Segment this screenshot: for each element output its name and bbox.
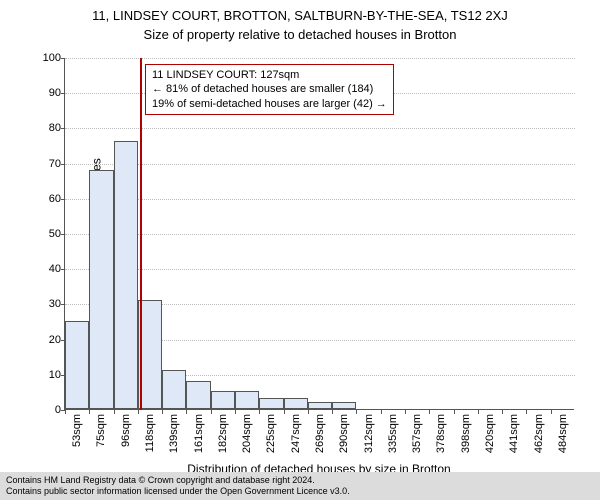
marker-line [140, 58, 142, 410]
ytick-mark [61, 234, 65, 235]
footer-line-2: Contains public sector information licen… [6, 486, 594, 497]
ytick-label: 80 [31, 122, 61, 134]
ytick-mark [61, 164, 65, 165]
ytick-mark [61, 199, 65, 200]
xtick-label: 204sqm [241, 414, 253, 453]
ytick-mark [61, 128, 65, 129]
xtick-label: 312sqm [363, 414, 375, 453]
xtick-label: 161sqm [193, 414, 205, 453]
xtick-label: 269sqm [314, 414, 326, 453]
ytick-label: 30 [31, 298, 61, 310]
xtick-mark [526, 410, 527, 414]
xtick-mark [211, 410, 212, 414]
xtick-label: 378sqm [435, 414, 447, 453]
xtick-label: 53sqm [71, 414, 83, 447]
xtick-label: 182sqm [217, 414, 229, 453]
xtick-mark [235, 410, 236, 414]
xtick-label: 75sqm [95, 414, 107, 447]
page-title: 11, LINDSEY COURT, BROTTON, SALTBURN-BY-… [0, 0, 600, 25]
ytick-mark [61, 58, 65, 59]
xtick-mark [259, 410, 260, 414]
bar [89, 170, 113, 409]
xtick-mark [502, 410, 503, 414]
page-subtitle: Size of property relative to detached ho… [0, 25, 600, 42]
info-box-line: 11 LINDSEY COURT: 127sqm [152, 68, 387, 82]
bar [211, 391, 235, 409]
chart: Number of detached properties 0102030405… [64, 58, 574, 410]
footer: Contains HM Land Registry data © Crown c… [0, 472, 600, 500]
xtick-mark [356, 410, 357, 414]
ytick-mark [61, 304, 65, 305]
xtick-label: 420sqm [484, 414, 496, 453]
ytick-mark [61, 269, 65, 270]
xtick-mark [162, 410, 163, 414]
xtick-mark [454, 410, 455, 414]
xtick-label: 139sqm [168, 414, 180, 453]
xtick-mark [89, 410, 90, 414]
xtick-label: 247sqm [290, 414, 302, 453]
xtick-label: 96sqm [120, 414, 132, 447]
bar [235, 391, 259, 409]
xtick-mark [114, 410, 115, 414]
info-box: 11 LINDSEY COURT: 127sqm← 81% of detache… [145, 64, 394, 115]
ytick-label: 100 [31, 52, 61, 64]
info-box-line: 19% of semi-detached houses are larger (… [152, 97, 387, 111]
xtick-mark [551, 410, 552, 414]
ytick-label: 10 [31, 369, 61, 381]
bar [186, 381, 210, 409]
xtick-label: 398sqm [460, 414, 472, 453]
xtick-label: 357sqm [411, 414, 423, 453]
xtick-mark [138, 410, 139, 414]
ytick-label: 20 [31, 334, 61, 346]
plot-area: 010203040506070809010053sqm75sqm96sqm118… [64, 58, 574, 410]
bar [284, 398, 308, 409]
xtick-mark [186, 410, 187, 414]
xtick-label: 290sqm [338, 414, 350, 453]
bar [259, 398, 283, 409]
xtick-mark [429, 410, 430, 414]
ytick-label: 90 [31, 87, 61, 99]
info-box-line: ← 81% of detached houses are smaller (18… [152, 82, 387, 96]
xtick-mark [332, 410, 333, 414]
bar [332, 402, 356, 409]
xtick-mark [284, 410, 285, 414]
xtick-label: 225sqm [265, 414, 277, 453]
xtick-mark [308, 410, 309, 414]
xtick-label: 462sqm [533, 414, 545, 453]
bar [308, 402, 332, 409]
bar [65, 321, 89, 409]
xtick-mark [381, 410, 382, 414]
ytick-label: 60 [31, 193, 61, 205]
ytick-label: 50 [31, 228, 61, 240]
xtick-mark [405, 410, 406, 414]
xtick-label: 484sqm [557, 414, 569, 453]
xtick-mark [65, 410, 66, 414]
xtick-label: 118sqm [144, 414, 156, 452]
bar [162, 370, 186, 409]
ytick-label: 70 [31, 158, 61, 170]
xtick-label: 441sqm [508, 414, 520, 453]
ytick-label: 40 [31, 263, 61, 275]
ytick-label: 0 [31, 404, 61, 416]
ytick-mark [61, 93, 65, 94]
xtick-label: 335sqm [387, 414, 399, 453]
footer-line-1: Contains HM Land Registry data © Crown c… [6, 475, 594, 486]
xtick-mark [478, 410, 479, 414]
bar [114, 141, 138, 409]
